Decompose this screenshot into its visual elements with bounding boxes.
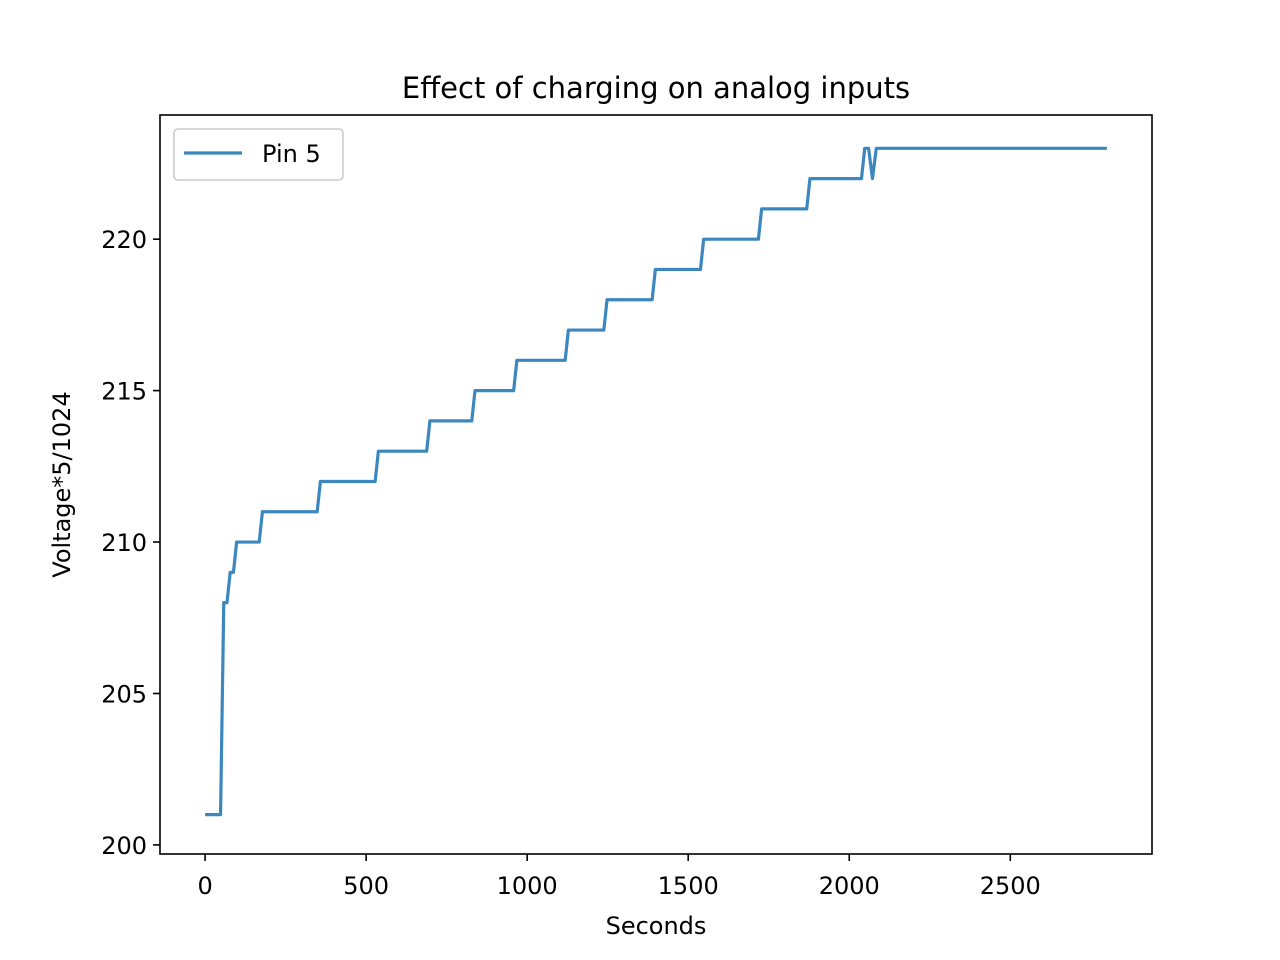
y-tick-label: 200: [101, 832, 147, 860]
x-tick-label: 0: [197, 872, 212, 900]
legend-label: Pin 5: [262, 140, 321, 168]
legend-box: [173, 128, 344, 181]
x-tick-label: 2500: [980, 872, 1041, 900]
y-axis-title: Voltage*5/1024: [48, 391, 76, 577]
y-tick-label: 220: [101, 226, 147, 254]
y-tick-label: 215: [101, 378, 147, 406]
y-tick-label: 205: [101, 680, 147, 708]
series-layer: [205, 146, 1107, 817]
plot-area: [159, 114, 1153, 855]
x-tick-label: 1500: [658, 872, 719, 900]
x-axis-title: Seconds: [606, 912, 707, 940]
legend: Pin 5: [173, 128, 344, 181]
x-tick-label: 1000: [497, 872, 558, 900]
x-axis: 0 500 1000 1500 2000 2500: [197, 854, 1041, 900]
y-tick-label: 210: [101, 529, 147, 557]
x-tick-label: 2000: [819, 872, 880, 900]
chart-title: Effect of charging on analog inputs: [402, 71, 910, 105]
x-tick-label: 500: [343, 872, 389, 900]
y-axis: 200 205 210 215 220: [101, 226, 160, 860]
series-line-0: [205, 146, 1107, 817]
